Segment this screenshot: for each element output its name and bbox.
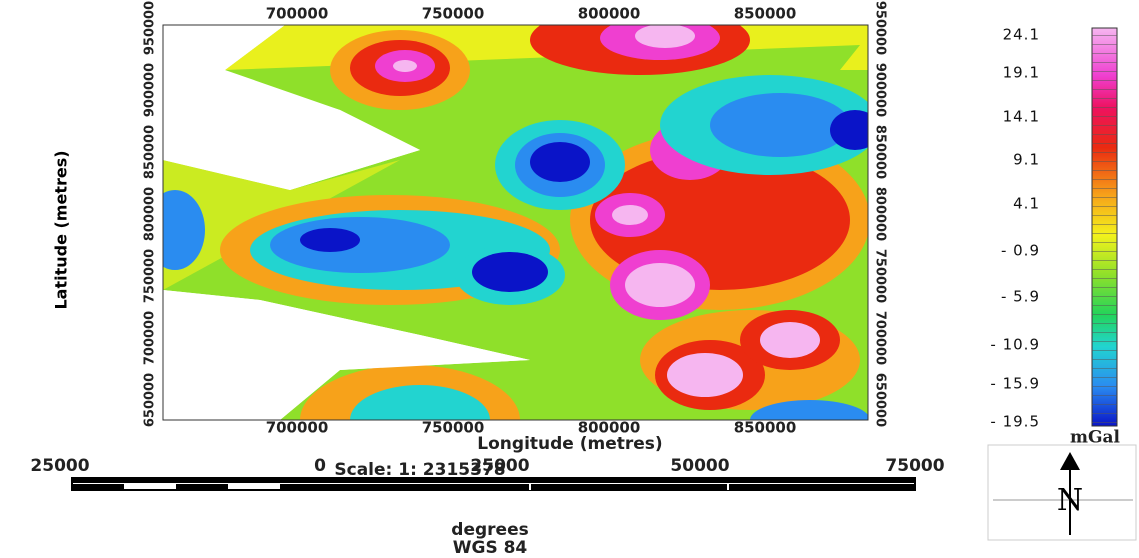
colorbar-label: 9.1 [1013, 151, 1040, 169]
y-tick-label: 750000 [873, 249, 888, 303]
x-tick-label: 750000 [422, 5, 485, 23]
x-axis-title: Longitude (metres) [477, 434, 662, 454]
x-tick-label: 800000 [578, 5, 641, 23]
y-tick-label: 800000 [873, 187, 888, 241]
y-tick-label: 650000 [873, 373, 888, 427]
scale-label: 50000 [670, 456, 729, 476]
y-tick-label: 950000 [873, 1, 888, 55]
colorbar-label: - 0.9 [1001, 242, 1040, 260]
y-tick-label: 750000 [143, 249, 158, 303]
colorbar-label: 4.1 [1013, 195, 1040, 213]
colorbar-label: 19.1 [1003, 64, 1040, 82]
y-tick-label: 800000 [143, 187, 158, 241]
colorbar-label: - 5.9 [1001, 288, 1040, 306]
colorbar-label: 14.1 [1003, 108, 1040, 126]
x-tick-label: 850000 [734, 419, 797, 437]
colorbar-label: - 19.5 [990, 413, 1040, 431]
y-tick-label: 850000 [143, 125, 158, 179]
x-tick-label: 700000 [266, 5, 329, 23]
y-tick-label: 700000 [873, 311, 888, 365]
scale-label: 75000 [885, 456, 944, 476]
colorbar-label: - 15.9 [990, 375, 1040, 393]
scale-unit: degrees [451, 520, 528, 540]
x-tick-label: 850000 [734, 5, 797, 23]
y-tick-label: 850000 [873, 125, 888, 179]
y-tick-label: 700000 [143, 311, 158, 365]
y-axis-title: Latitude (metres) [52, 150, 71, 309]
x-tick-label: 750000 [422, 419, 485, 437]
y-tick-label: 950000 [143, 1, 158, 55]
x-tick-label: 700000 [266, 419, 329, 437]
scale-bar-seg [72, 484, 124, 490]
y-tick-label: 650000 [143, 373, 158, 427]
colorbar-label: 24.1 [1003, 26, 1040, 44]
scale-bar-seg [280, 484, 330, 490]
contour-map [145, 5, 880, 475]
scale-label: 25000 [470, 456, 529, 476]
map-figure: 7000007500008000008500007000007500008000… [0, 0, 1139, 558]
scale-bar-seg [330, 484, 915, 490]
colorbar-bands [1092, 28, 1117, 426]
scale-label: 25000 [30, 456, 89, 476]
page: 7000007500008000008500007000007500008000… [0, 0, 1139, 558]
scale-label: 0 [314, 456, 326, 476]
scale-bar-seg [176, 484, 228, 490]
scale-bar-top [72, 478, 915, 483]
north-label: N [1057, 483, 1083, 518]
datum: WGS 84 [453, 538, 528, 558]
colorbar-label: - 10.9 [990, 336, 1040, 354]
y-tick-label: 900000 [873, 63, 888, 117]
y-tick-label: 900000 [143, 63, 158, 117]
